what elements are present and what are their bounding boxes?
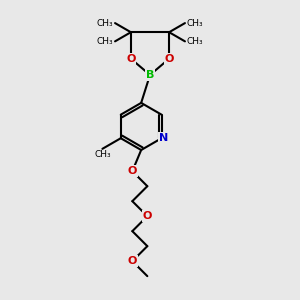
Text: N: N <box>159 133 169 143</box>
Text: CH₃: CH₃ <box>186 19 203 28</box>
Text: O: O <box>164 54 174 64</box>
Text: B: B <box>146 70 154 80</box>
Text: CH₃: CH₃ <box>97 37 114 46</box>
Text: O: O <box>128 166 137 176</box>
Text: O: O <box>142 211 152 221</box>
Text: CH₃: CH₃ <box>94 150 111 159</box>
Text: CH₃: CH₃ <box>186 37 203 46</box>
Text: O: O <box>128 256 137 266</box>
Text: CH₃: CH₃ <box>97 19 114 28</box>
Text: O: O <box>126 54 136 64</box>
